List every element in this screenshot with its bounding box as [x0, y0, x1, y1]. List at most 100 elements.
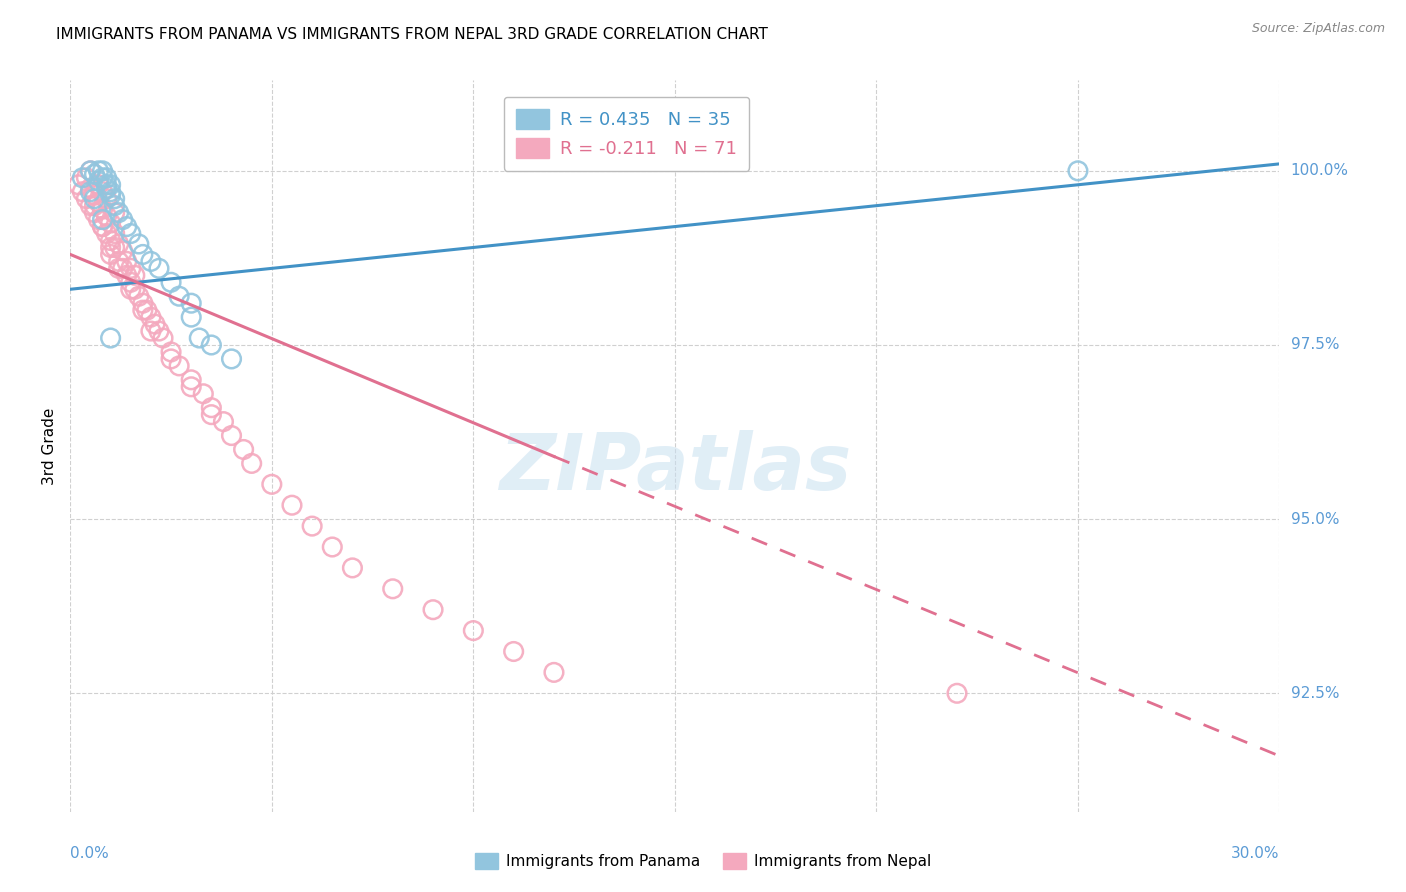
Point: [148, 261, 170, 276]
Text: IMMIGRANTS FROM PANAMA VS IMMIGRANTS FROM NEPAL 3RD GRADE CORRELATION CHART: IMMIGRANTS FROM PANAMA VS IMMIGRANTS FRO…: [56, 27, 768, 42]
Point: [152, 331, 174, 345]
Point: [139, 310, 162, 325]
Point: [422, 603, 444, 617]
Point: [128, 289, 150, 303]
Point: [132, 296, 155, 310]
Point: [79, 199, 101, 213]
Point: [115, 254, 138, 268]
Point: [100, 331, 122, 345]
Point: [91, 170, 114, 185]
Point: [87, 164, 110, 178]
Point: [111, 212, 134, 227]
Point: [160, 345, 183, 359]
Point: [75, 192, 97, 206]
Point: [75, 170, 97, 185]
Point: [301, 519, 323, 533]
Point: [87, 178, 110, 192]
Point: [96, 209, 118, 223]
Point: [96, 170, 118, 185]
Point: [135, 303, 157, 318]
Legend: Immigrants from Panama, Immigrants from Nepal: Immigrants from Panama, Immigrants from …: [470, 847, 936, 875]
Point: [83, 192, 105, 206]
Point: [104, 205, 127, 219]
Point: [502, 644, 524, 658]
Point: [96, 178, 118, 192]
Point: [132, 303, 155, 318]
Point: [180, 373, 202, 387]
Point: [946, 686, 969, 700]
Point: [83, 205, 105, 219]
Point: [107, 261, 129, 276]
Point: [221, 351, 243, 366]
Point: [91, 164, 114, 178]
Point: [200, 408, 222, 422]
Point: [100, 216, 122, 230]
Text: 92.5%: 92.5%: [1291, 686, 1339, 701]
Point: [200, 338, 222, 352]
Point: [281, 498, 304, 512]
Point: [260, 477, 283, 491]
Point: [143, 317, 166, 331]
Point: [111, 261, 134, 276]
Text: Source: ZipAtlas.com: Source: ZipAtlas.com: [1251, 22, 1385, 36]
Text: 30.0%: 30.0%: [1232, 847, 1279, 862]
Point: [221, 428, 243, 442]
Point: [115, 268, 138, 283]
Point: [148, 324, 170, 338]
Point: [111, 244, 134, 258]
Text: ZIPatlas: ZIPatlas: [499, 430, 851, 506]
Point: [79, 164, 101, 178]
Point: [1067, 164, 1090, 178]
Point: [107, 254, 129, 268]
Text: 95.0%: 95.0%: [1291, 512, 1339, 526]
Point: [104, 240, 127, 254]
Point: [463, 624, 485, 638]
Point: [120, 261, 142, 276]
Point: [100, 185, 122, 199]
Point: [120, 275, 142, 289]
Point: [160, 275, 183, 289]
Point: [96, 181, 118, 195]
Point: [96, 227, 118, 241]
Point: [91, 219, 114, 234]
Point: [160, 351, 183, 366]
Point: [83, 188, 105, 202]
Point: [72, 170, 94, 185]
Point: [100, 178, 122, 192]
Point: [107, 205, 129, 219]
Point: [120, 227, 142, 241]
Point: [67, 178, 90, 192]
Point: [79, 164, 101, 178]
Point: [87, 212, 110, 227]
Legend: R = 0.435   N = 35, R = -0.211   N = 71: R = 0.435 N = 35, R = -0.211 N = 71: [503, 96, 749, 170]
Point: [128, 237, 150, 252]
Text: 100.0%: 100.0%: [1291, 163, 1348, 178]
Point: [167, 359, 190, 373]
Point: [321, 540, 343, 554]
Point: [132, 247, 155, 261]
Point: [83, 167, 105, 181]
Point: [100, 247, 122, 261]
Point: [342, 561, 364, 575]
Point: [115, 219, 138, 234]
Point: [381, 582, 404, 596]
Point: [72, 185, 94, 199]
Point: [91, 212, 114, 227]
Point: [200, 401, 222, 415]
Point: [96, 192, 118, 206]
Point: [180, 310, 202, 325]
Point: [91, 202, 114, 216]
Point: [91, 185, 114, 199]
Point: [87, 195, 110, 210]
Point: [180, 380, 202, 394]
Point: [124, 282, 146, 296]
Point: [167, 289, 190, 303]
Y-axis label: 3rd Grade: 3rd Grade: [42, 408, 58, 484]
Point: [104, 192, 127, 206]
Point: [139, 324, 162, 338]
Point: [100, 188, 122, 202]
Point: [232, 442, 254, 457]
Point: [120, 282, 142, 296]
Point: [124, 268, 146, 283]
Point: [240, 457, 263, 471]
